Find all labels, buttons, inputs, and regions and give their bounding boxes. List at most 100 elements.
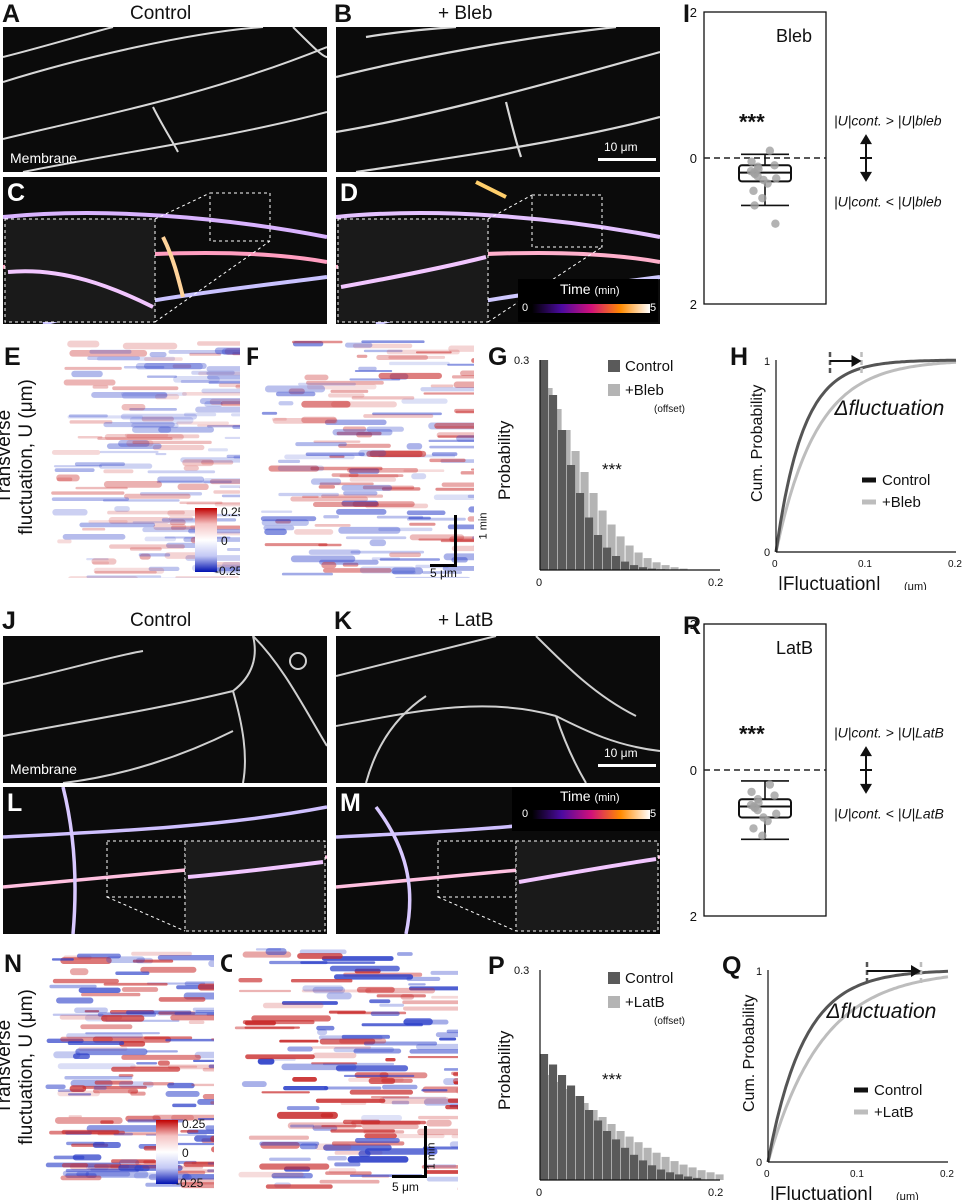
kymograph-control-bottom: 0.25 0 -0.25 <box>44 950 214 1190</box>
kymo-streak <box>334 1162 361 1167</box>
kymo-streak <box>165 1038 214 1042</box>
timecolor-bleb: D Time (min) 0 5 <box>336 177 660 324</box>
kymo-streak <box>406 976 441 982</box>
bar-control <box>657 1169 666 1180</box>
kymo-streak <box>283 1086 329 1091</box>
bar-control <box>612 556 621 570</box>
kymo-streak <box>420 387 474 392</box>
kymo-streak <box>97 437 173 440</box>
kymo-streak <box>445 1104 458 1110</box>
kymo-streak <box>74 462 125 466</box>
kymo-streak <box>146 375 178 378</box>
data-point <box>747 787 756 797</box>
kymo-streak <box>60 957 112 964</box>
kymo-streak <box>209 479 240 485</box>
bar-bleb <box>571 451 580 570</box>
scale-bar-bottom <box>598 764 656 767</box>
membrane-lines <box>3 27 327 172</box>
kymo-streak <box>456 435 474 442</box>
bar-control <box>621 561 630 570</box>
kymo-streak <box>80 1024 133 1030</box>
kymo-streak <box>87 356 141 361</box>
kymo-streak <box>82 1085 147 1089</box>
kymo-streak <box>264 528 287 535</box>
box-title: LatB <box>776 638 813 658</box>
significance-stars: *** <box>739 110 765 135</box>
x-tick-label: 0 <box>536 1187 542 1199</box>
kymo-streak <box>368 1077 396 1084</box>
kymo-streak <box>342 426 367 432</box>
boxplot-latb: LatB***-0.200.2Δfluctuation(μm)|U|cont. … <box>690 617 944 924</box>
kymo-streak <box>260 1141 300 1149</box>
kymo-scale-time-bottom: 1 min <box>425 1142 438 1170</box>
kymo-streak <box>224 347 240 355</box>
kymo-streak <box>329 455 345 458</box>
kymo-streak <box>68 1115 82 1118</box>
kymo-streak <box>54 468 95 472</box>
x-tick-label: 0 <box>536 577 542 589</box>
kymograph-latb <box>232 948 458 1190</box>
kymo-streak <box>345 536 407 540</box>
kymo-streak <box>259 1163 330 1170</box>
kymo-streak <box>452 1078 458 1085</box>
panel-letter-b: B <box>334 0 353 28</box>
kymo-ylabel-top: Transverse fluctuation, U (μm) <box>0 379 38 535</box>
kymo-streak <box>348 468 380 474</box>
y-tick-label: 1 <box>756 966 762 978</box>
kymo-streak <box>167 1082 195 1089</box>
kymo-streak <box>446 1029 458 1034</box>
y-axis-label: Cum. Probability <box>749 385 766 502</box>
kymo-streak <box>341 500 379 507</box>
kymo-streak <box>275 391 316 397</box>
bar-control <box>549 395 558 570</box>
membrane-label-bottom: Membrane <box>10 761 77 777</box>
kymo-streak <box>191 1083 214 1087</box>
bar-latb <box>697 1170 706 1180</box>
kymo-streak <box>208 1064 214 1069</box>
kymo-streak <box>103 469 134 474</box>
kymo-streak <box>336 509 387 515</box>
kymo-streak <box>361 340 425 344</box>
kymo-streak <box>358 366 377 371</box>
kymo-streak <box>360 1120 427 1125</box>
legend-label-control: Control <box>874 1082 922 1099</box>
delta-arrowhead <box>851 355 862 367</box>
kymo-streak <box>119 1159 140 1166</box>
colorbar-max: 0.25 <box>221 505 240 519</box>
kymo-streak <box>352 343 413 349</box>
title-control-top: Control <box>130 3 192 24</box>
kymo-streak <box>447 524 474 530</box>
kymo-streak <box>265 1184 333 1189</box>
kymo-streak <box>347 467 419 473</box>
kymo-streak <box>312 1052 357 1059</box>
data-point <box>772 809 781 818</box>
bar-latb <box>706 1172 715 1180</box>
x-tick-label: 0.2 <box>708 577 723 589</box>
kymo-streak <box>132 440 212 444</box>
kymo-streak <box>115 971 150 975</box>
kymo-streak <box>168 349 240 354</box>
y-axis-label: Probability <box>496 1030 514 1110</box>
kymo-streak <box>52 508 88 516</box>
kymo-streak <box>409 1049 458 1054</box>
bar-control <box>630 565 639 570</box>
kymo-streak <box>329 965 400 972</box>
kymo-streak <box>172 364 192 369</box>
kymo-streak <box>455 410 474 414</box>
y-tick-label: 0.2 <box>690 297 697 312</box>
cdf-latb: 1 00 0.1 0.2 Cum. Probability |Fluctuation| (μ… <box>741 962 954 1200</box>
kymo-streak <box>51 450 101 455</box>
kymo-streak <box>189 352 221 356</box>
kymo-streak <box>171 1114 194 1121</box>
kymo-streak <box>407 1055 458 1059</box>
kymo-streak <box>339 1038 387 1044</box>
kymo-streak <box>284 454 355 460</box>
kymo-streak <box>94 1080 134 1085</box>
kymo-streak <box>470 468 474 471</box>
kymo-streak <box>313 502 380 507</box>
kymo-streak <box>118 1081 154 1088</box>
kymo-streak <box>388 355 446 359</box>
kymo-streak <box>241 1081 267 1087</box>
kymo-streak <box>332 429 393 436</box>
data-point <box>750 201 759 210</box>
